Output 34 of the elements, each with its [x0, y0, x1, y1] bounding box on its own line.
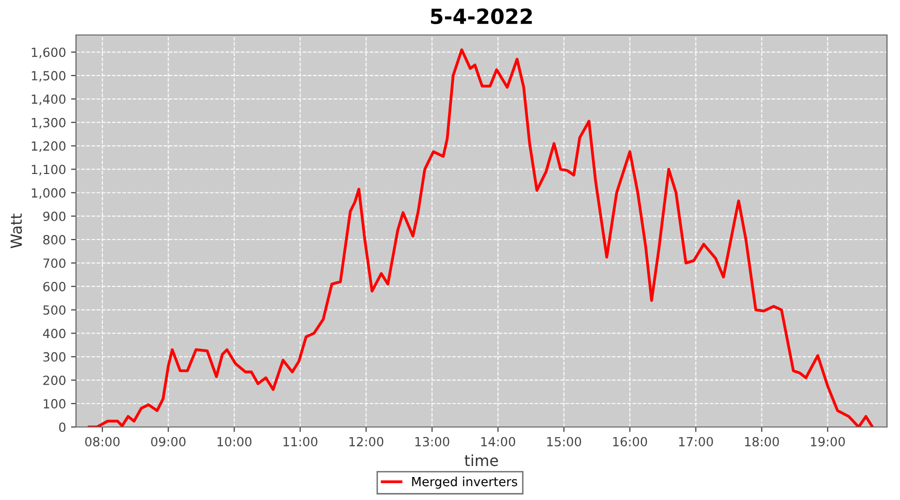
x-tick-label: 18:00 — [745, 436, 779, 446]
y-tick-label: 100 — [44, 399, 66, 408]
x-tick-label: 15:00 — [547, 436, 582, 446]
y-tick-label: 900 — [43, 212, 66, 222]
y-tick-label: 1,000 — [32, 188, 66, 199]
x-tick-label: 14:00 — [481, 436, 516, 446]
x-tick-label: 11:00 — [284, 436, 318, 446]
x-tick-label: 17:00 — [679, 436, 713, 446]
y-tick-label: 1,300 — [32, 118, 66, 129]
x-tick-label: 08:00 — [85, 436, 120, 446]
chart-title: 5-4-2022 — [430, 8, 532, 24]
y-tick-label: 1,100 — [32, 164, 66, 176]
x-tick-label: 16:00 — [613, 436, 648, 446]
x-tick-label: 12:00 — [349, 436, 384, 446]
y-tick-label: 1,600 — [32, 48, 66, 58]
y-tick-label: 700 — [43, 258, 66, 268]
y-tick-label: 800 — [43, 235, 66, 244]
y-tick-label: 600 — [43, 282, 66, 292]
x-tick-label: 09:00 — [151, 436, 186, 446]
y-tick-label: 0 — [59, 422, 66, 432]
y-tick-label: 1,200 — [32, 141, 66, 152]
x-tick-label: 10:00 — [218, 436, 252, 446]
y-tick-label: 200 — [43, 376, 66, 386]
legend-label: Merged inverters — [412, 476, 518, 489]
y-tick-label: 300 — [43, 352, 66, 362]
y-tick-label: 500 — [43, 305, 66, 315]
y-tick-label: 1,500 — [32, 71, 66, 82]
y-tick-label: 400 — [43, 328, 66, 338]
line-series — [88, 48, 874, 427]
y-tick-label: 1,400 — [32, 94, 66, 106]
x-tick-label: 19:00 — [811, 436, 845, 446]
y-axis-title: Watt — [10, 214, 22, 248]
x-tick-label: 13:00 — [415, 436, 450, 446]
x-axis-title: time — [464, 454, 498, 466]
